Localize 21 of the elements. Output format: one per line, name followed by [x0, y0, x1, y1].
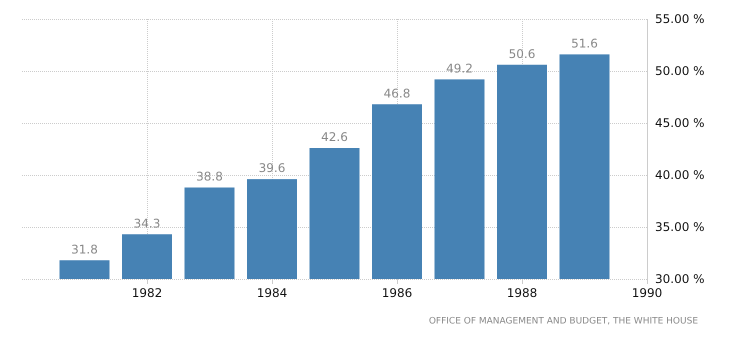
data-label: 50.6 — [508, 46, 536, 61]
data-label: 42.6 — [321, 130, 348, 144]
data-label: 49.2 — [446, 61, 473, 76]
x-tick-label: 1984 — [256, 286, 288, 300]
y-tick-label: 50.00 % — [655, 64, 705, 78]
x-tick-label: 1982 — [132, 286, 162, 300]
y-tick-label: 45.00 % — [655, 116, 705, 130]
y-tick-label: 40.00 % — [655, 168, 705, 182]
data-label: 46.8 — [384, 86, 410, 100]
y-tick-label: 30.00 % — [655, 272, 705, 286]
x-tick-label: 1988 — [506, 286, 538, 300]
data-label: 38.8 — [196, 169, 223, 184]
y-tick-label: 35.00 % — [655, 220, 705, 234]
data-label: 39.6 — [258, 161, 286, 176]
data-label: 34.3 — [134, 216, 160, 230]
text: OFFICE OF MANAGEMENT AND BUDGET, THE WHITE HOUSE — [428, 316, 698, 326]
x-tick-label: 1986 — [382, 286, 412, 300]
data-label: 31.8 — [71, 242, 98, 256]
y-tick-label: 55.00 % — [655, 12, 705, 26]
data-label: 51.6 — [571, 36, 598, 50]
x-tick-label: 1990 — [632, 286, 662, 300]
